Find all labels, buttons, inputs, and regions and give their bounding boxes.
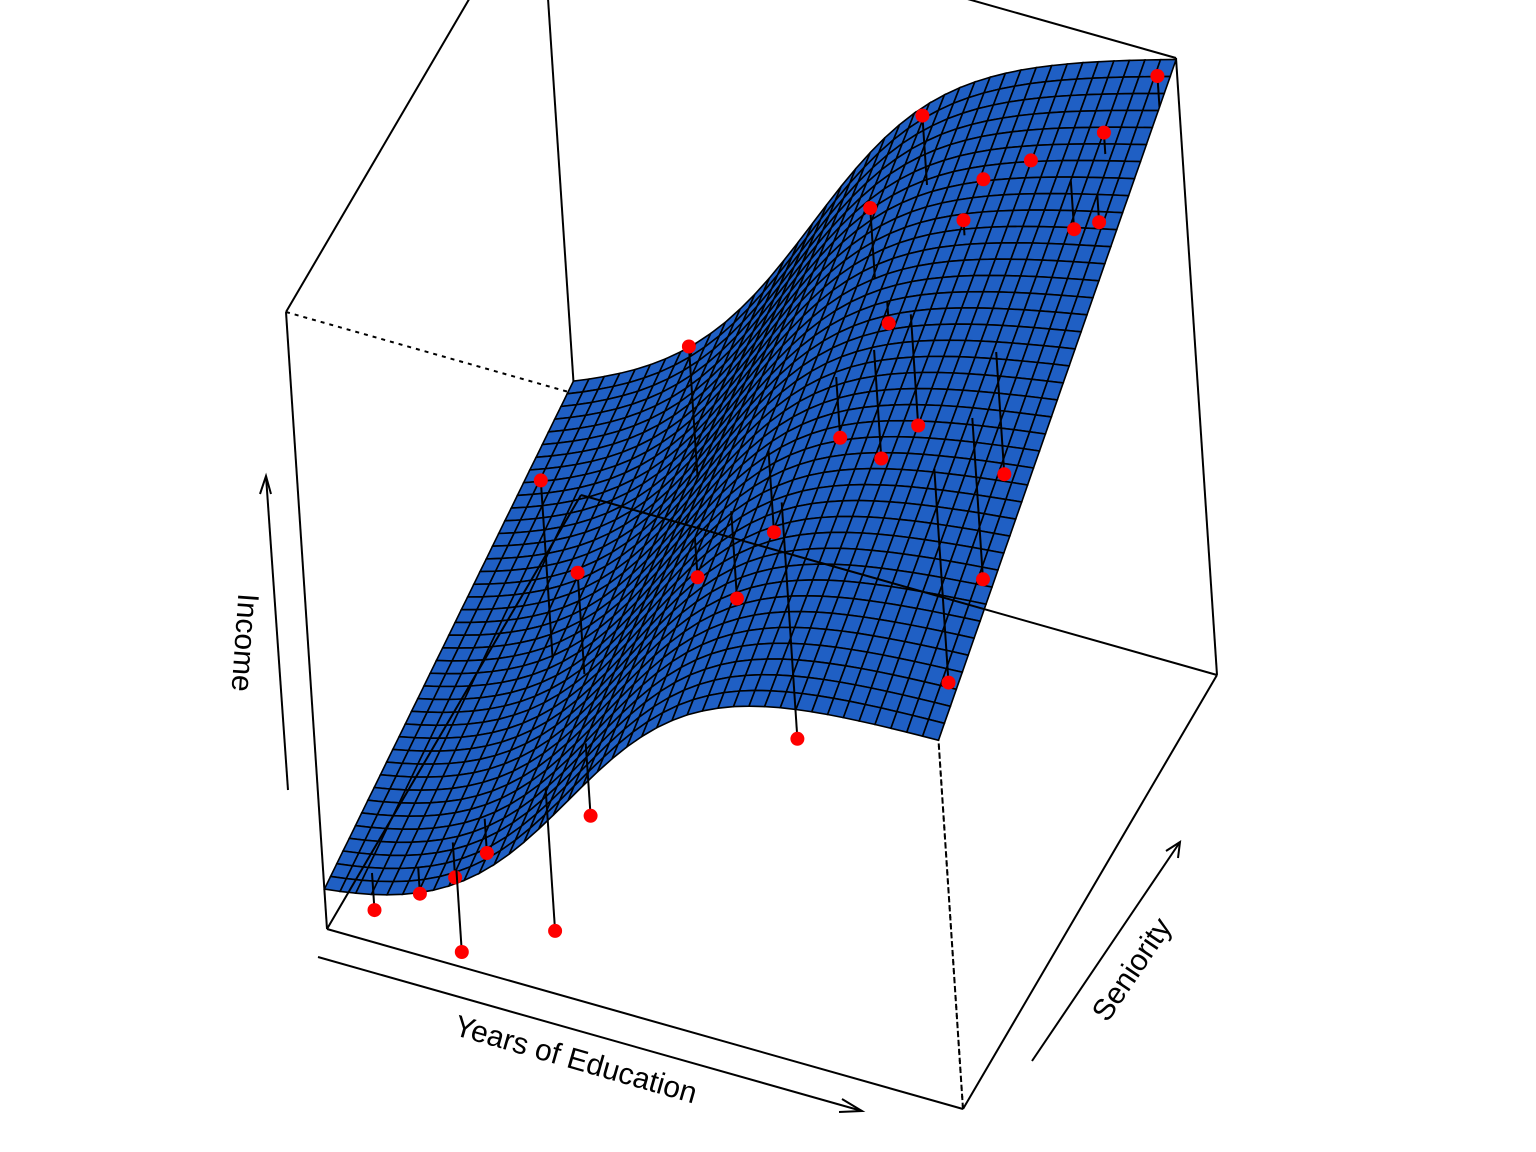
observation-point bbox=[790, 731, 805, 746]
observation-point bbox=[730, 591, 744, 606]
box-edge bbox=[326, 928, 964, 1110]
residual-line bbox=[730, 511, 738, 599]
residual-line bbox=[835, 377, 842, 438]
observation-points bbox=[367, 69, 1165, 959]
box-edge bbox=[580, 494, 1218, 676]
residual-line bbox=[921, 115, 928, 185]
residual-line bbox=[1069, 180, 1076, 230]
observation-point bbox=[479, 846, 494, 860]
box-edge bbox=[967, 0, 1177, 59]
observation-point bbox=[1150, 69, 1165, 83]
regression-surface bbox=[323, 58, 1178, 896]
observation-point bbox=[1096, 125, 1111, 140]
observation-point bbox=[976, 572, 990, 587]
observation-point bbox=[911, 418, 926, 433]
observation-point bbox=[454, 945, 469, 959]
observation-point bbox=[997, 467, 1012, 482]
residual-line bbox=[909, 314, 920, 426]
box-edge-hidden bbox=[937, 740, 964, 1110]
residual-line bbox=[539, 480, 554, 659]
residual-line bbox=[869, 207, 876, 279]
observation-point bbox=[367, 903, 382, 918]
box-edge bbox=[962, 674, 1218, 1110]
box-edge bbox=[326, 494, 582, 930]
z-axis-arrow bbox=[259, 472, 289, 791]
observation-point bbox=[941, 675, 956, 690]
x-axis-arrow bbox=[317, 956, 866, 1113]
observation-point bbox=[976, 172, 991, 187]
observation-point bbox=[1092, 215, 1107, 230]
observation-point bbox=[874, 451, 889, 466]
y-axis-arrow bbox=[1031, 840, 1182, 1062]
observation-point bbox=[583, 808, 598, 823]
observation-point bbox=[548, 923, 563, 938]
observation-point bbox=[570, 565, 585, 580]
observation-point bbox=[956, 213, 971, 228]
residual-line bbox=[687, 346, 699, 475]
surface-facet bbox=[921, 718, 946, 742]
box-edge bbox=[285, 0, 470, 313]
observation-point bbox=[681, 339, 696, 354]
residual-line bbox=[995, 351, 1006, 475]
observation-point bbox=[863, 201, 878, 215]
observation-point bbox=[690, 570, 705, 585]
observation-point bbox=[1023, 153, 1038, 168]
observation-point bbox=[767, 525, 781, 540]
residual-line bbox=[584, 743, 592, 816]
residual-line bbox=[455, 869, 463, 953]
observation-point bbox=[833, 430, 848, 445]
observation-point bbox=[881, 316, 896, 331]
residual-line bbox=[576, 572, 586, 675]
residual-line bbox=[873, 349, 883, 459]
residual-line bbox=[971, 417, 984, 580]
residual-line bbox=[544, 788, 557, 931]
bounding-box-front bbox=[285, 57, 1218, 1110]
box-edge bbox=[1175, 57, 1218, 676]
residual-line bbox=[767, 450, 775, 533]
box-edge bbox=[285, 311, 328, 930]
y-axis-title: Seniority bbox=[1086, 912, 1179, 1027]
observation-point bbox=[412, 886, 427, 901]
observation-point bbox=[1067, 222, 1082, 237]
z-axis-title: Income bbox=[225, 592, 265, 692]
observation-point bbox=[533, 473, 548, 488]
observation-point bbox=[915, 108, 930, 123]
residual-line bbox=[780, 502, 799, 739]
residual-line bbox=[933, 468, 950, 683]
observation-point bbox=[448, 870, 463, 885]
